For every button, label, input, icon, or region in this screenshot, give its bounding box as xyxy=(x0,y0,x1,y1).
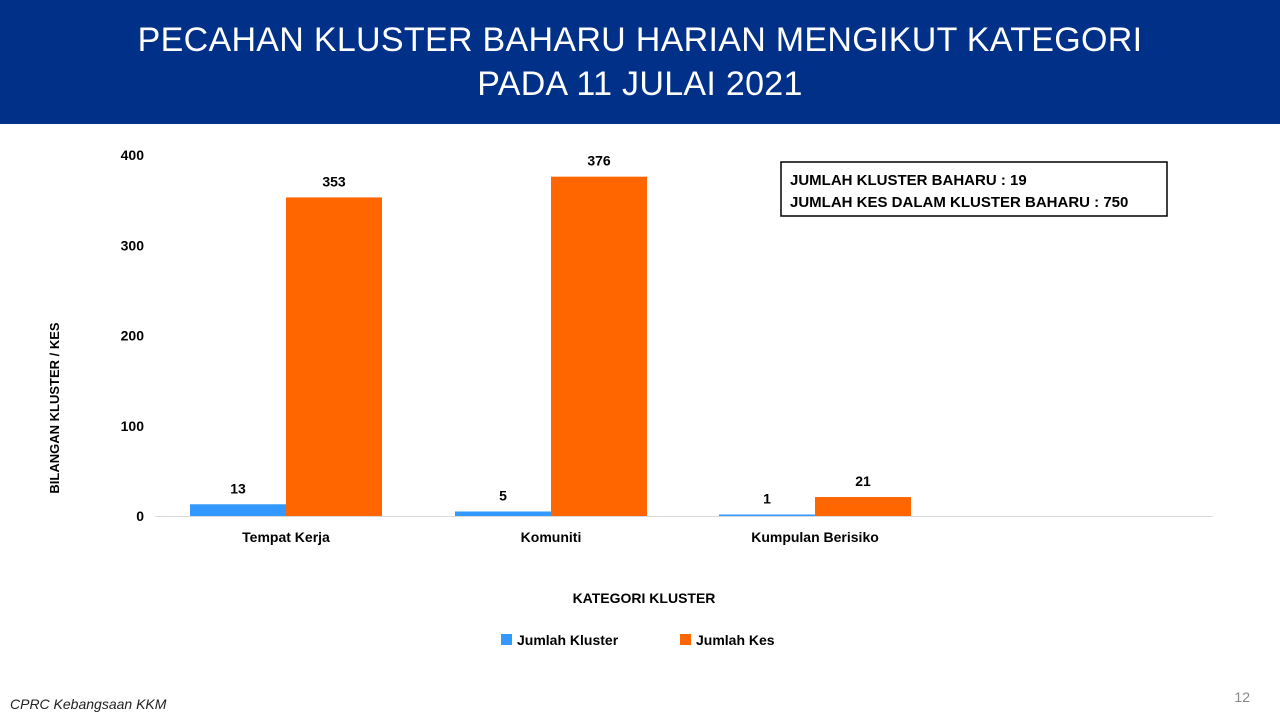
data-label-kluster-1: 5 xyxy=(499,487,507,503)
title-line-2: PADA 11 JULAI 2021 xyxy=(477,65,803,103)
data-label-kes-1: 376 xyxy=(587,153,611,169)
data-label-kluster-0: 13 xyxy=(230,480,246,496)
x-axis-title: KATEGORI KLUSTER xyxy=(573,590,716,606)
legend-swatch-kes xyxy=(680,634,691,645)
y-tick-label-1: 100 xyxy=(121,418,145,434)
data-label-kes-0: 353 xyxy=(322,173,346,189)
x-tick-label-1: Komuniti xyxy=(521,529,582,545)
y-tick-label-2: 200 xyxy=(121,328,145,344)
data-label-kluster-2: 1 xyxy=(763,491,771,507)
source-credit: CPRC Kebangsaan KKM xyxy=(10,696,167,712)
page-number: 12 xyxy=(1234,689,1250,705)
x-tick-label-0: Tempat Kerja xyxy=(242,529,330,545)
bar-chart: 0 100 200 300 400 13 5 1 353 376 21 Tempat Kerja Kom… xyxy=(47,147,1213,648)
bar-kluster-2 xyxy=(719,514,815,516)
y-axis-title: BILANGAN KLUSTER / KES xyxy=(47,322,62,494)
legend-swatch-kluster xyxy=(501,634,512,645)
y-tick-label-0: 0 xyxy=(136,508,144,524)
bar-kes-1 xyxy=(551,176,647,516)
legend-label-kluster: Jumlah Kluster xyxy=(517,632,619,648)
bar-kes-2 xyxy=(815,497,911,516)
bar-kes-0 xyxy=(286,197,382,516)
y-tick-label-3: 300 xyxy=(121,237,145,253)
title-line-1: PECAHAN KLUSTER BAHARU HARIAN MENGIKUT K… xyxy=(137,21,1143,59)
title-banner: PECAHAN KLUSTER BAHARU HARIAN MENGIKUT K… xyxy=(0,0,1280,124)
legend-label-kes: Jumlah Kes xyxy=(696,632,775,648)
summary-line-2: JUMLAH KES DALAM KLUSTER BAHARU : 750 xyxy=(790,194,1128,211)
bar-kluster-0 xyxy=(190,504,286,516)
data-label-kes-2: 21 xyxy=(855,473,871,489)
summary-box xyxy=(780,161,1168,217)
summary-line-1: JUMLAH KLUSTER BAHARU : 19 xyxy=(790,172,1027,189)
bar-kluster-1 xyxy=(455,511,551,516)
y-tick-label-4: 400 xyxy=(121,147,145,163)
x-tick-label-2: Kumpulan Berisiko xyxy=(751,529,879,545)
